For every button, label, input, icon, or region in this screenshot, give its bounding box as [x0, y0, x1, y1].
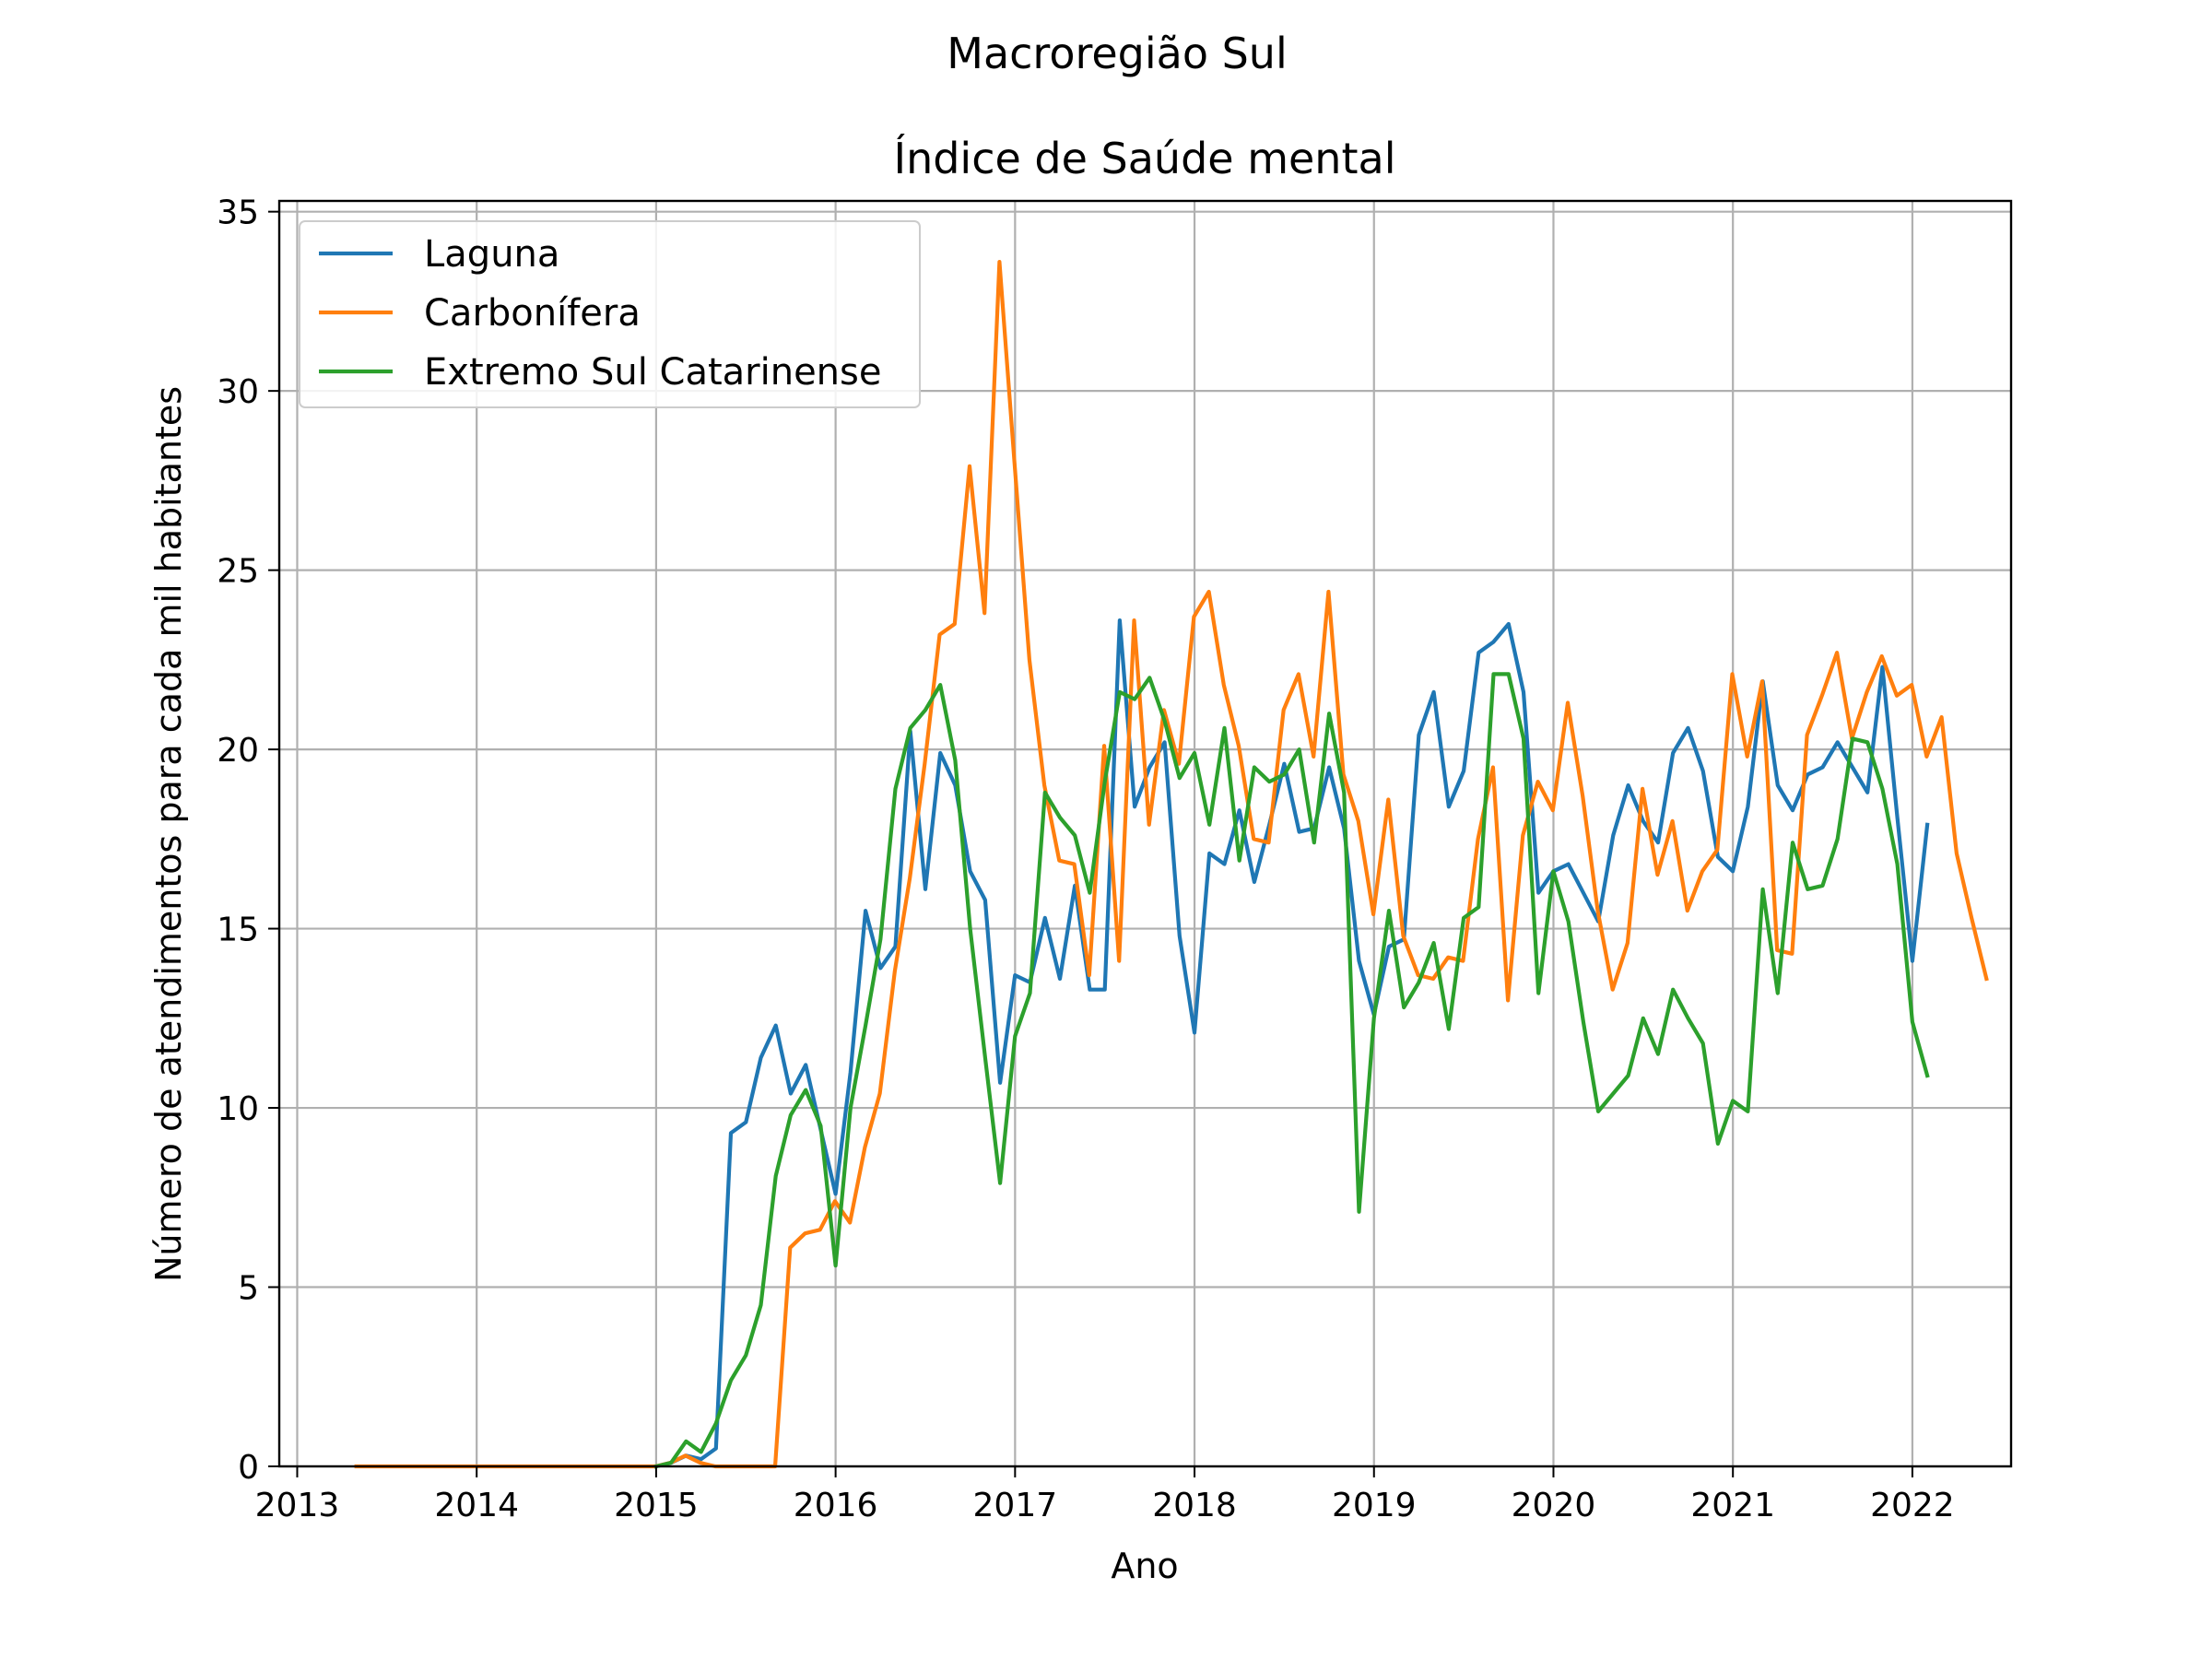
x-tick-label: 2022: [1870, 1487, 1955, 1524]
legend-label-extremo-sul: Extremo Sul Catarinense: [424, 351, 881, 394]
y-tick-label: 30: [217, 373, 259, 411]
y-tick-label: 35: [217, 194, 259, 232]
y-tick-label: 20: [217, 732, 259, 770]
x-tick-label: 2016: [794, 1487, 878, 1524]
x-tick-label: 2015: [614, 1487, 699, 1524]
series-line-extremo-sul-catarinense: [653, 672, 1930, 1469]
x-tick-label: 2013: [255, 1487, 340, 1524]
x-axis-label: Ano: [1111, 1546, 1178, 1586]
plot-frame: [277, 199, 2013, 1468]
x-tick-label: 2020: [1512, 1487, 1596, 1524]
y-tick-label: 15: [217, 912, 259, 949]
legend-label-carbonifera: Carbonífera: [424, 292, 641, 335]
x-tick-label: 2017: [973, 1487, 1058, 1524]
chart-suptitle: Macroregião Sul: [947, 29, 1287, 78]
series-lines: [354, 260, 1989, 1469]
y-tick-label: 5: [238, 1270, 259, 1308]
series-line-laguna: [653, 618, 1930, 1469]
series-line-carbonifera: [354, 260, 1989, 1469]
y-tick-label: 10: [217, 1090, 259, 1128]
x-tick-label: 2018: [1152, 1487, 1237, 1524]
y-axis-label: Número de atendimentos para cada mil hab…: [148, 386, 189, 1282]
legend-label-laguna: Laguna: [424, 233, 559, 276]
x-tick-label: 2019: [1332, 1487, 1417, 1524]
x-tick-label: 2021: [1690, 1487, 1775, 1524]
legend-box: [299, 220, 921, 408]
axis-ticks: 2013 2014 2015 2016 2017 2018 2019 2020 2021 2022…: [217, 194, 1955, 1524]
x-tick-label: 2014: [434, 1487, 519, 1524]
y-tick-label: 0: [238, 1449, 259, 1487]
legend: Laguna Carbonífera Extremo Sul Catarinen…: [299, 220, 921, 408]
chart-title: Índice de Saúde mental: [894, 134, 1396, 183]
y-tick-label: 25: [217, 553, 259, 591]
